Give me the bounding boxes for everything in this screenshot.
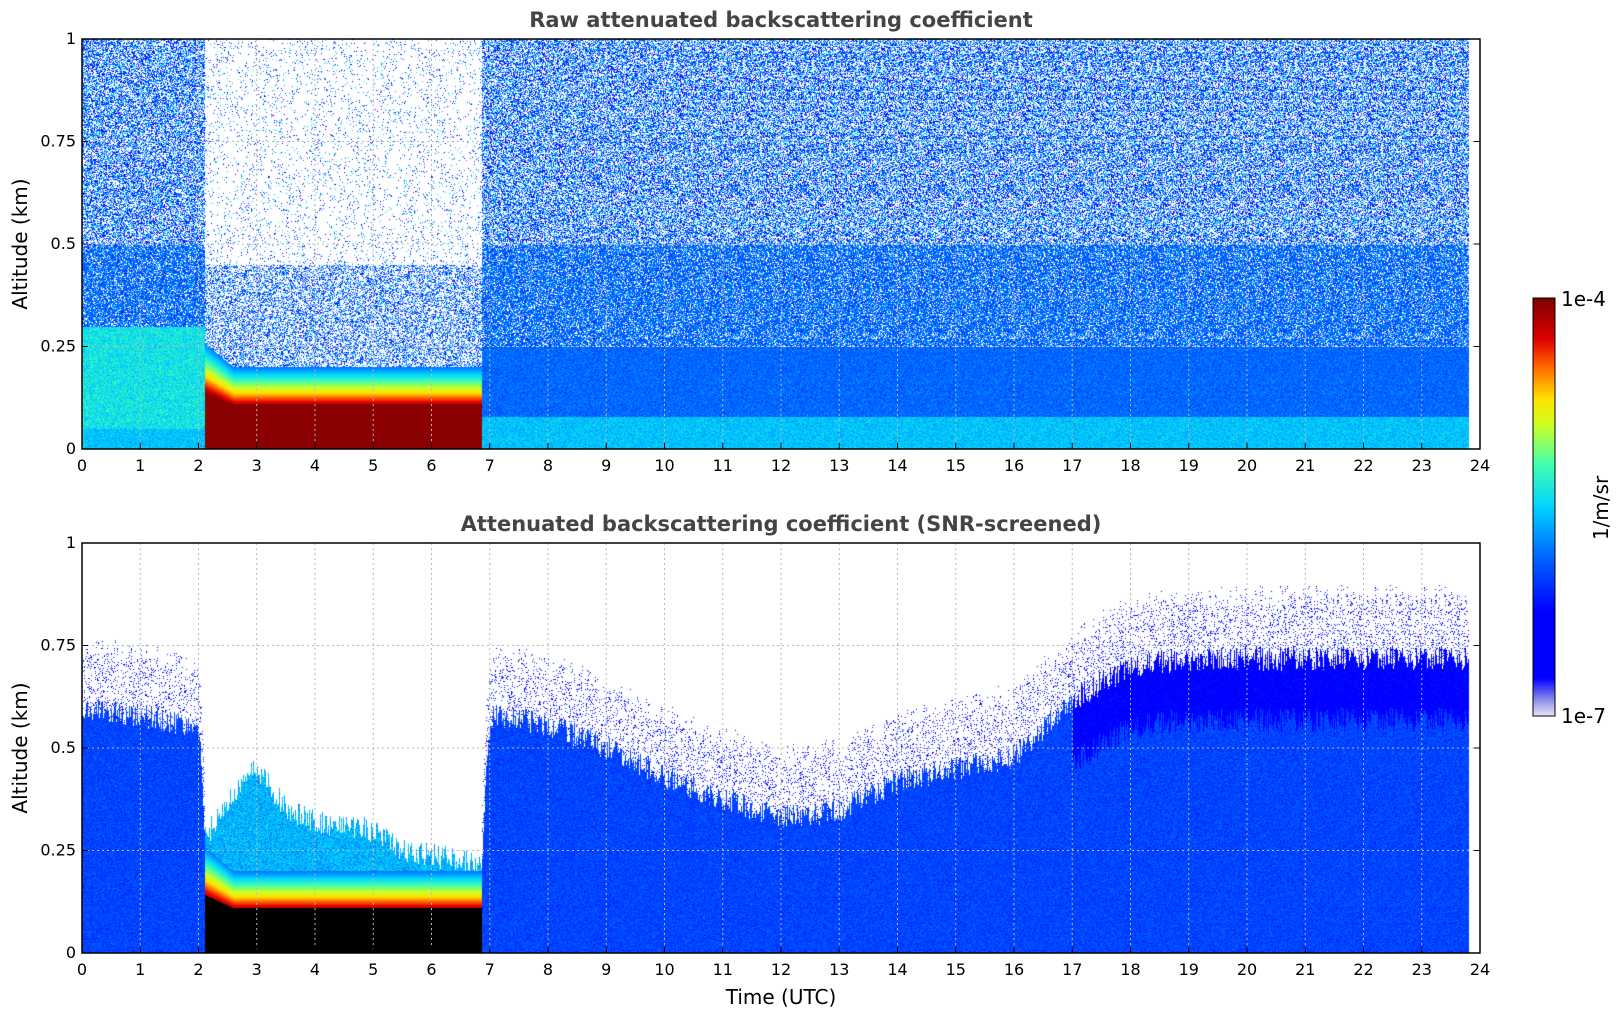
y-tick-label: 0.75 — [40, 636, 76, 655]
colorbar-label: 1/m/sr — [1589, 475, 1613, 540]
x-tick-label: 2 — [193, 456, 203, 475]
x-tick-label: 10 — [654, 960, 674, 979]
x-tick-label: 5 — [368, 960, 378, 979]
x-tick-label: 4 — [310, 456, 320, 475]
x-tick-label: 14 — [887, 456, 907, 475]
x-tick-label: 7 — [485, 456, 495, 475]
x-tick-label: 23 — [1412, 456, 1432, 475]
x-tick-label: 18 — [1120, 456, 1140, 475]
y-axis-label: Altitude (km) — [8, 178, 32, 309]
x-tick-label: 22 — [1353, 456, 1373, 475]
x-tick-label: 7 — [485, 960, 495, 979]
x-tick-label: 21 — [1295, 960, 1315, 979]
x-tick-label: 9 — [601, 456, 611, 475]
x-tick-label: 8 — [543, 456, 553, 475]
y-tick-label: 0.25 — [40, 841, 76, 860]
x-tick-label: 19 — [1179, 456, 1199, 475]
y-ticks-raw: 0 0.25 0.5 0.75 1 — [40, 29, 1480, 458]
x-tick-label: 21 — [1295, 456, 1315, 475]
chart-title: Attenuated backscattering coefficient (S… — [461, 512, 1102, 536]
x-tick-label: 5 — [368, 456, 378, 475]
x-tick-label: 18 — [1120, 960, 1140, 979]
x-tick-label: 4 — [310, 960, 320, 979]
panel-raw: Raw attenuated backscattering coefficien… — [8, 8, 1490, 475]
y-tick-label: 0.75 — [40, 132, 76, 151]
x-tick-label: 3 — [252, 960, 262, 979]
x-ticks-screened: 0 1 2 3 4 5 6 7 8 9 10 11 12 13 14 15 16 17 18 19 20 21 22 23 24 — [77, 947, 1490, 979]
x-tick-label: 13 — [829, 960, 849, 979]
x-tick-label: 6 — [426, 456, 436, 475]
y-tick-label: 0.5 — [51, 234, 76, 253]
y-tick-label: 0.25 — [40, 337, 76, 356]
colorbar-min-label: 1e-7 — [1561, 704, 1606, 728]
x-tick-label: 9 — [601, 960, 611, 979]
x-tick-label: 17 — [1062, 960, 1082, 979]
x-tick-label: 8 — [543, 960, 553, 979]
x-tick-label: 12 — [771, 456, 791, 475]
x-tick-label: 20 — [1237, 456, 1257, 475]
x-tick-label: 24 — [1470, 960, 1490, 979]
grid-raw — [82, 39, 1480, 449]
y-ticks-screened: 0 0.25 0.5 0.75 1 — [40, 533, 1480, 962]
grid-screened — [82, 543, 1480, 953]
x-tick-label: 0 — [77, 960, 87, 979]
x-tick-label: 16 — [1004, 456, 1024, 475]
x-tick-label: 15 — [946, 960, 966, 979]
x-tick-label: 11 — [713, 456, 733, 475]
x-tick-label: 15 — [946, 456, 966, 475]
x-tick-label: 10 — [654, 456, 674, 475]
y-tick-label: 1 — [66, 29, 76, 48]
chart-title: Raw attenuated backscattering coefficien… — [529, 8, 1033, 32]
x-axis-label: Time (UTC) — [725, 985, 837, 1009]
y-tick-label: 0 — [66, 439, 76, 458]
x-tick-label: 19 — [1179, 960, 1199, 979]
x-tick-label: 24 — [1470, 456, 1490, 475]
y-tick-label: 0 — [66, 943, 76, 962]
x-tick-label: 11 — [713, 960, 733, 979]
colorbar-max-label: 1e-4 — [1561, 287, 1606, 311]
x-tick-label: 22 — [1353, 960, 1373, 979]
x-tick-label: 12 — [771, 960, 791, 979]
x-tick-label: 1 — [135, 960, 145, 979]
x-tick-label: 20 — [1237, 960, 1257, 979]
x-tick-label: 2 — [193, 960, 203, 979]
x-tick-label: 14 — [887, 960, 907, 979]
panel-screened: Attenuated backscattering coefficient (S… — [8, 512, 1490, 1009]
x-tick-label: 3 — [252, 456, 262, 475]
y-axis-label: Altitude (km) — [8, 682, 32, 813]
x-tick-label: 6 — [426, 960, 436, 979]
x-tick-label: 1 — [135, 456, 145, 475]
y-tick-label: 1 — [66, 533, 76, 552]
x-ticks-raw: 0 1 2 3 4 5 6 7 8 9 10 11 12 13 14 15 16 17 18 19 20 21 22 23 24 — [77, 443, 1490, 475]
x-tick-label: 0 — [77, 456, 87, 475]
x-tick-label: 23 — [1412, 960, 1432, 979]
colorbar-gradient — [1532, 297, 1556, 717]
x-tick-label: 13 — [829, 456, 849, 475]
y-tick-label: 0.5 — [51, 738, 76, 757]
x-tick-label: 17 — [1062, 456, 1082, 475]
x-tick-label: 16 — [1004, 960, 1024, 979]
colorbar: 1e-4 1e-7 1/m/sr — [1532, 287, 1613, 728]
